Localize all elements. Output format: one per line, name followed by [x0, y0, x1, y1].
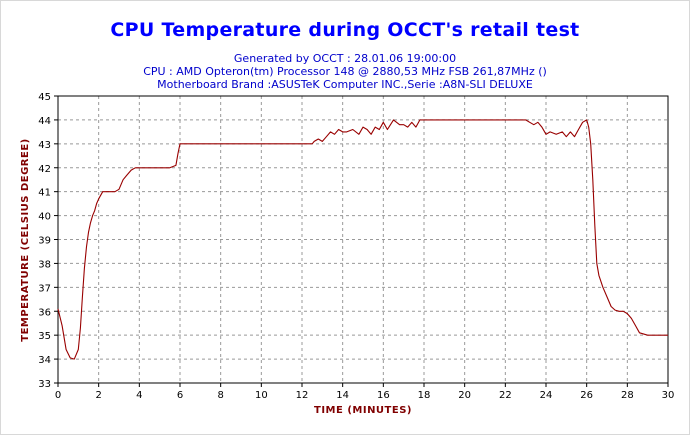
x-tick-label: 28: [621, 390, 634, 401]
x-axis-label: TIME (MINUTES): [314, 405, 412, 416]
tick-labels: 0 2 4 6 8 10 12 14 16 18 20 22 24 26 28 303334353637383…: [38, 92, 674, 401]
x-tick-label: 24: [540, 390, 553, 401]
y-tick-label: 45: [38, 92, 51, 103]
y-tick-label: 37: [38, 283, 51, 294]
tick-marks: [54, 95, 669, 387]
x-tick-label: 14: [336, 390, 349, 401]
x-tick-label: 12: [296, 390, 309, 401]
x-tick-label: 4: [136, 390, 142, 401]
y-axis-label: TEMPERATURE (CELSIUS DEGREE): [20, 138, 31, 342]
x-tick-label: 6: [177, 390, 183, 401]
chart-subtitle-cpu: CPU : AMD Opteron(tm) Processor 148 @ 28…: [143, 65, 547, 78]
y-tick-label: 36: [38, 307, 51, 318]
x-tick-label: 10: [255, 390, 268, 401]
y-tick-label: 39: [38, 236, 51, 247]
x-tick-label: 16: [377, 390, 390, 401]
chart-title: CPU Temperature during OCCT's retail tes…: [110, 19, 580, 41]
y-tick-label: 35: [38, 331, 51, 342]
y-tick-label: 38: [38, 259, 51, 270]
x-tick-label: 2: [95, 390, 101, 401]
temperature-series-line: [57, 119, 668, 360]
y-tick-label: 43: [38, 140, 51, 151]
y-tick-label: 40: [38, 212, 51, 223]
chart-subtitle-generated: Generated by OCCT : 28.01.06 19:00:00: [233, 52, 457, 65]
y-tick-label: 44: [38, 116, 51, 127]
y-tick-label: 34: [38, 355, 51, 366]
x-tick-label: 20: [458, 390, 471, 401]
chart-subtitle-motherboard: Motherboard Brand :ASUSTeK Computer INC.…: [157, 78, 533, 91]
y-tick-label: 33: [38, 379, 51, 390]
x-tick-label: 26: [580, 390, 593, 401]
x-tick-label: 30: [662, 390, 675, 401]
x-tick-label: 0: [55, 390, 61, 401]
x-tick-label: 8: [217, 390, 223, 401]
y-tick-label: 41: [38, 188, 51, 199]
y-tick-label: 42: [38, 164, 51, 175]
series-layer: [57, 119, 668, 360]
x-tick-label: 22: [499, 390, 512, 401]
grid-lines: [58, 96, 668, 383]
x-tick-label: 18: [418, 390, 431, 401]
